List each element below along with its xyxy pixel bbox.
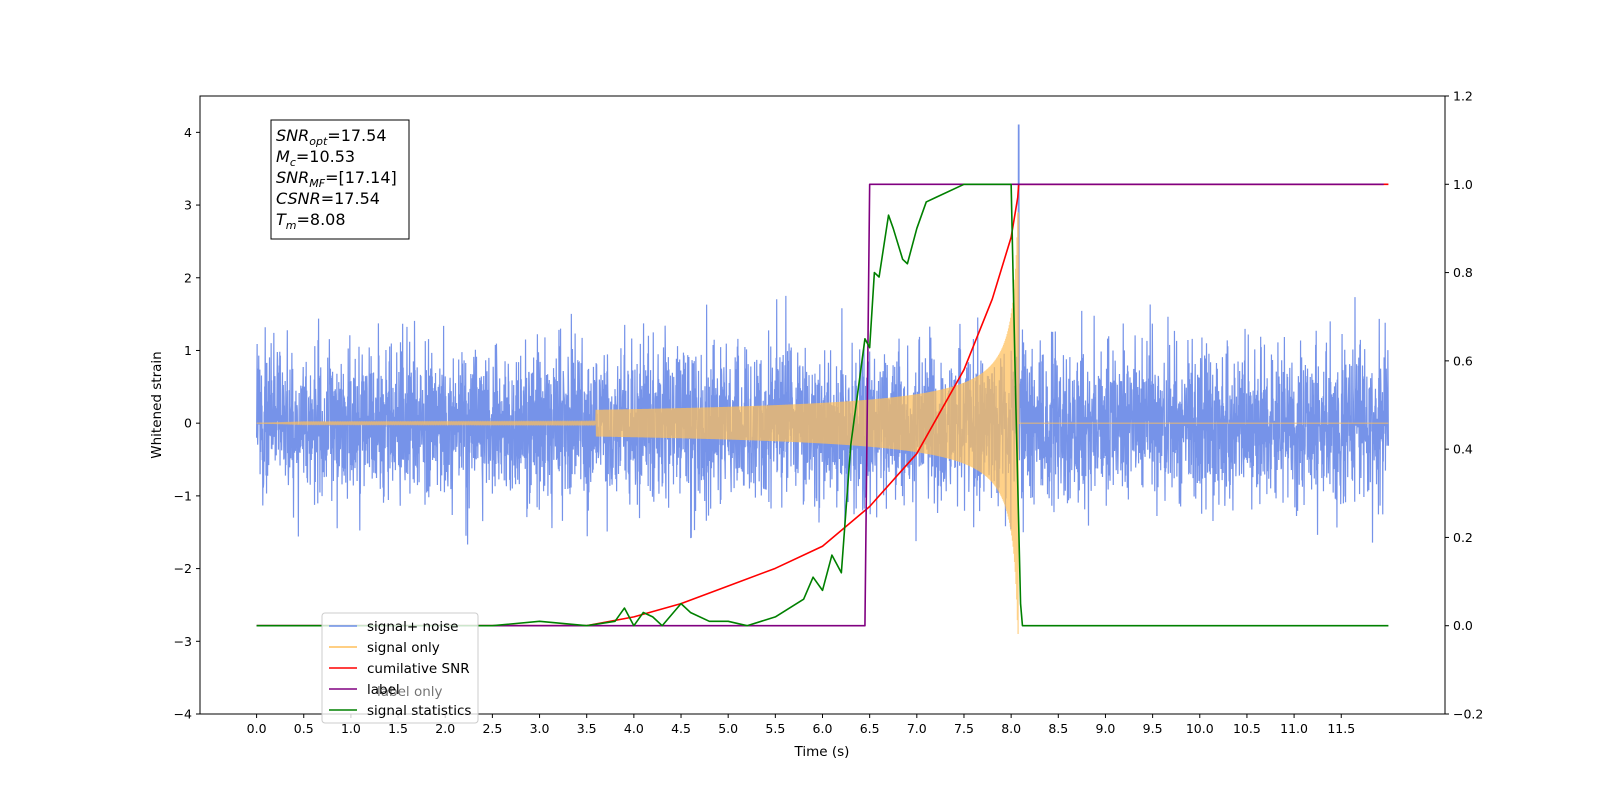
y-axis-left: −4 −3 −2 −1 0 1 2 3 4 xyxy=(174,125,200,722)
annotation-frame xyxy=(270,119,410,240)
series-signal-only xyxy=(256,212,1389,635)
legend-frame xyxy=(321,612,479,724)
y-tick-label: −4 xyxy=(174,707,192,722)
series-label xyxy=(256,183,1384,627)
x-tick-label: 11.0 xyxy=(1280,721,1308,736)
x-tick-label: 5.0 xyxy=(718,721,738,736)
x-tick-label: 1.5 xyxy=(388,721,408,736)
y2-tick-label: 0.0 xyxy=(1453,618,1473,633)
y2-tick-label: 0.2 xyxy=(1453,530,1473,545)
y2-tick-label: −0.2 xyxy=(1453,707,1483,722)
legend-entry: cumilative SNR xyxy=(367,661,470,677)
series-cumulative-snr xyxy=(256,183,1389,627)
x-tick-label: 2.0 xyxy=(435,721,455,736)
x-axis: 0.0 0.5 1.0 1.5 2.0 2.5 3.0 3.5 4.0 4.5 5.0 5.5 6.0 6… xyxy=(247,714,1355,736)
x-tick-label: 3.0 xyxy=(530,721,550,736)
y2-tick-label: 1.2 xyxy=(1453,89,1473,104)
plot-layer xyxy=(255,124,1390,635)
x-tick-label: 9.5 xyxy=(1143,721,1163,736)
y-tick-label: 4 xyxy=(184,125,192,140)
x-tick-label: 9.0 xyxy=(1096,721,1116,736)
x-tick-label: 7.0 xyxy=(907,721,927,736)
y-tick-label: 0 xyxy=(184,416,192,431)
x-tick-label: 10.5 xyxy=(1233,721,1261,736)
annotation-line: CSNR=17.54 xyxy=(276,189,380,208)
x-tick-label: 10.0 xyxy=(1186,721,1214,736)
y-axis-right: −0.2 0.0 0.2 0.4 0.6 0.8 1.0 1.2 xyxy=(1445,89,1483,722)
annotation-line: Tm=8.08 xyxy=(276,210,346,232)
y-tick-label: −2 xyxy=(174,561,192,576)
y-tick-label: 3 xyxy=(184,198,192,213)
x-tick-label: 3.5 xyxy=(577,721,597,736)
y-tick-label: −1 xyxy=(174,488,192,503)
x-tick-label: 4.5 xyxy=(671,721,691,736)
x-tick-label: 8.5 xyxy=(1048,721,1068,736)
y2-tick-label: 0.6 xyxy=(1453,353,1473,368)
legend-entry: signal+ noise xyxy=(367,619,458,635)
x-tick-label: 6.0 xyxy=(813,721,833,736)
x-tick-label: 2.5 xyxy=(482,721,502,736)
y-tick-label: 2 xyxy=(184,270,192,285)
legend-entry: label xyxy=(367,682,400,698)
series-signal-statistics xyxy=(256,183,1389,627)
x-tick-label: 4.0 xyxy=(624,721,644,736)
x-axis-label: Time (s) xyxy=(794,744,850,760)
x-tick-label: 8.0 xyxy=(1001,721,1021,736)
legend-hidden-text: label only xyxy=(377,684,443,700)
x-tick-label: 6.5 xyxy=(860,721,880,736)
y2-tick-label: 0.4 xyxy=(1453,442,1473,457)
y-tick-label: −3 xyxy=(174,634,192,649)
stats-annotation-box: SNRopt=17.54Mc=10.53SNRMF=[17.14]CSNR=17… xyxy=(270,119,410,240)
y2-tick-label: 1.0 xyxy=(1453,177,1473,192)
series-signal-plus-noise xyxy=(255,124,1390,545)
legend: label only signal+ noise signal only cumila… xyxy=(321,612,479,724)
y-tick-label: 1 xyxy=(184,343,192,358)
x-tick-label: 0.5 xyxy=(294,721,314,736)
x-tick-label: 0.0 xyxy=(247,721,267,736)
x-tick-label: 5.5 xyxy=(765,721,785,736)
x-tick-label: 11.5 xyxy=(1327,721,1355,736)
y2-tick-label: 0.8 xyxy=(1453,265,1473,280)
annotation-line: SNRopt=17.54 xyxy=(276,126,387,148)
annotation-line: Mc=10.53 xyxy=(276,147,355,169)
legend-entry: signal statistics xyxy=(367,703,471,719)
x-tick-label: 7.5 xyxy=(954,721,974,736)
x-tick-label: 1.0 xyxy=(341,721,361,736)
legend-entry: signal only xyxy=(367,640,440,656)
y-axis-label: Whitened strain xyxy=(149,351,165,458)
annotation-line: SNRMF=[17.14] xyxy=(276,168,397,190)
